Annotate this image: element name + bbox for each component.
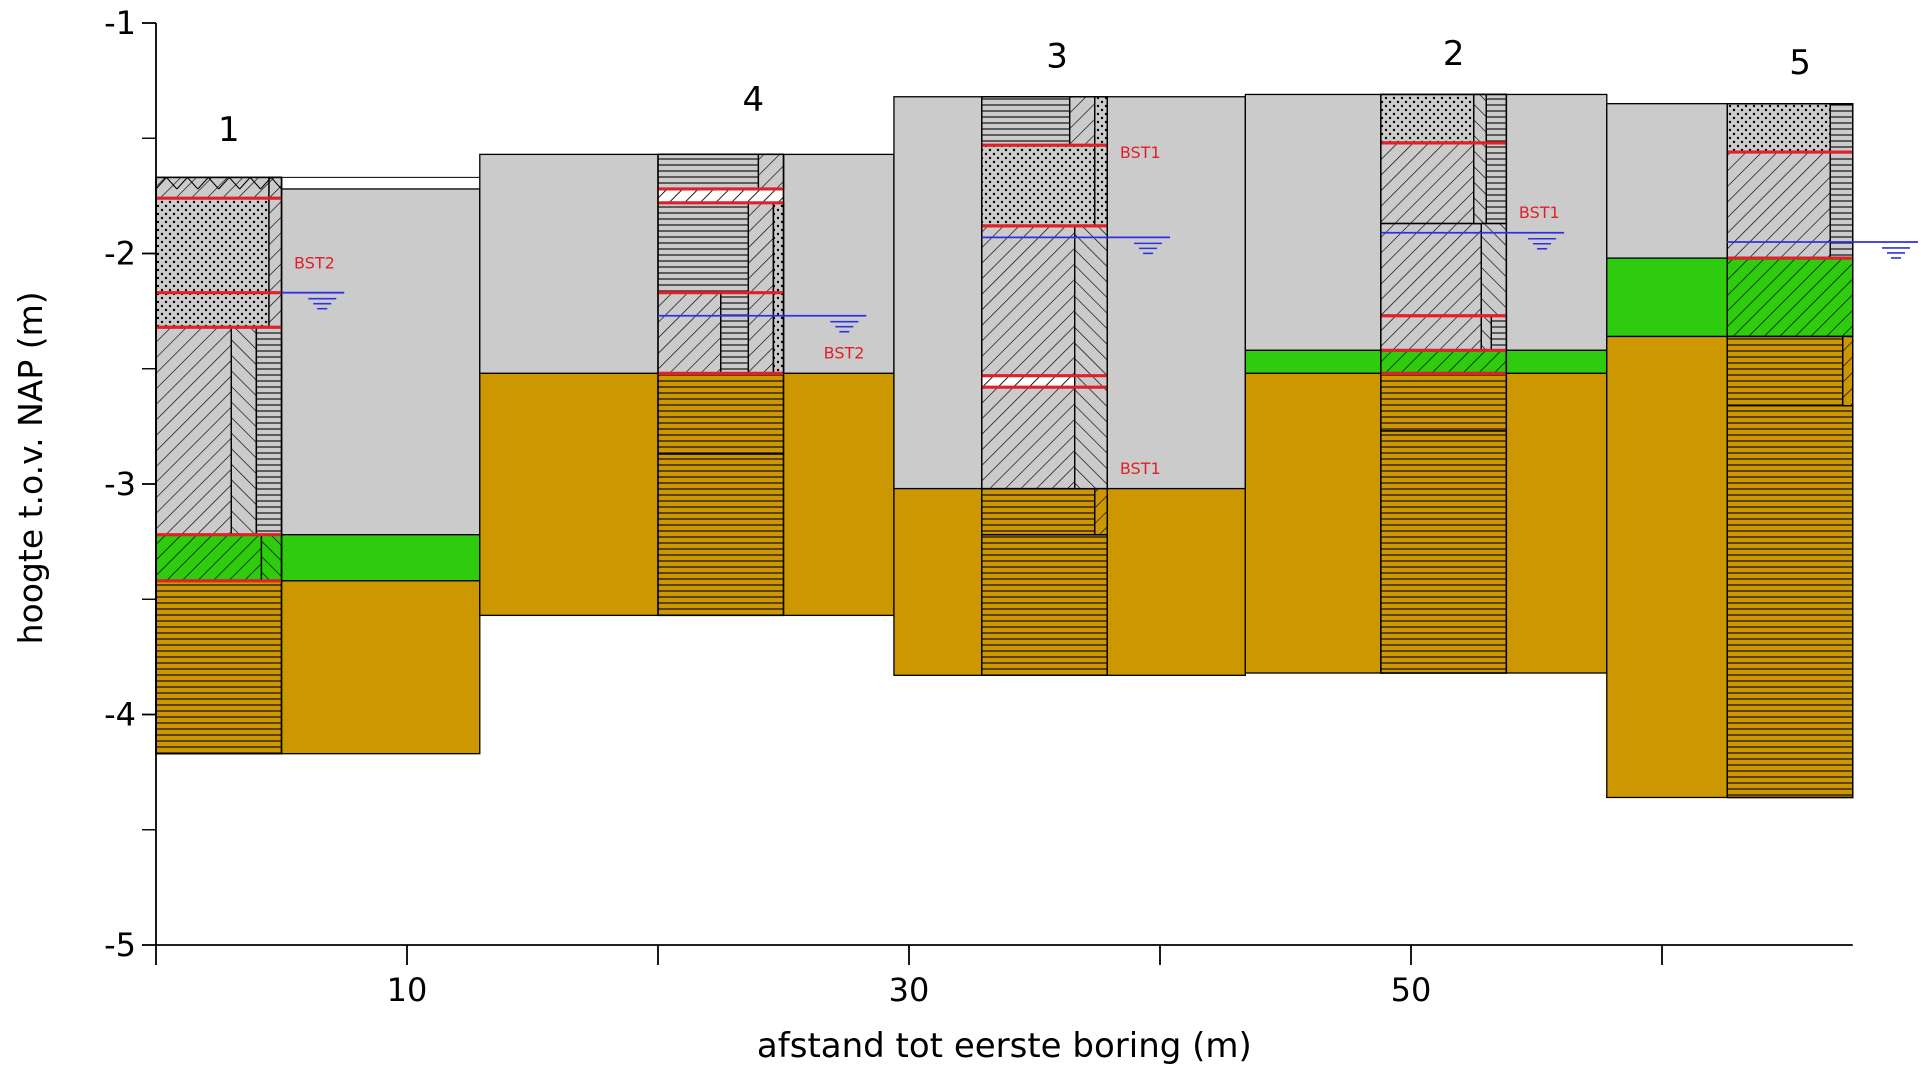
boring-5-layer-4-pattern xyxy=(1726,404,1854,799)
boring-3-layer-1-pattern xyxy=(981,144,1108,227)
boring-5-column-1-pattern xyxy=(1842,335,1854,407)
boring-4-layer-1-red-pattern xyxy=(657,188,785,204)
boring-3-column-3-pattern xyxy=(1094,487,1108,536)
boring-5-outline xyxy=(1726,103,1854,799)
boring-3-annotation-1: BST1 xyxy=(1120,459,1161,478)
boring-1-layer-1-pattern xyxy=(155,197,283,294)
boring-2-layer-5-pattern xyxy=(1380,372,1508,432)
boring-2-outline xyxy=(1380,93,1508,674)
boring-3-outline xyxy=(981,96,1108,676)
boring-4-column-0-pattern xyxy=(757,153,785,190)
boring-5 xyxy=(1726,103,1919,799)
boring-number-2: 2 xyxy=(1443,34,1465,74)
boring-5-water-level xyxy=(1727,241,1919,259)
boring-3-annotation-0: BST1 xyxy=(1120,143,1161,162)
boring-4 xyxy=(657,153,867,617)
boring-4-water-level xyxy=(658,314,867,333)
boring-5-column-0-pattern xyxy=(1829,103,1854,259)
boring-1-column-2-pattern xyxy=(255,326,283,536)
boring-3-water-level xyxy=(981,236,1171,255)
boring-1-column-1-pattern xyxy=(230,326,258,536)
y-tick-label-2: -3 xyxy=(104,465,136,503)
boring-2-layer-4-pattern xyxy=(1380,349,1508,375)
boring-4-layer-5-pattern xyxy=(657,453,785,617)
boring-3-column-0-pattern xyxy=(1068,96,1096,146)
boring-3-column-1-pattern xyxy=(1094,96,1108,227)
boring-5-layer-3-pattern xyxy=(1726,335,1854,407)
boring-3-layer-6-pattern xyxy=(981,534,1108,676)
boring-1 xyxy=(155,176,345,755)
boring-2-column-0-pattern xyxy=(1473,93,1487,225)
boring-2-water-level xyxy=(1380,231,1565,250)
boring-number-4: 4 xyxy=(743,80,765,120)
x-tick-label-3: 30 xyxy=(889,971,930,1009)
boring-1-column-3-pattern xyxy=(260,534,283,582)
boring-1-column-0-pattern xyxy=(268,176,283,328)
boring-4-column-3-pattern xyxy=(720,292,750,375)
labels: 1 BST2 4 BST2 3 BST1 BST1 2 BST1 5 xyxy=(218,34,1811,478)
y-tick-label-1: -2 xyxy=(104,235,136,273)
y-tick-label-4: -5 xyxy=(104,926,136,964)
boring-4-outline xyxy=(657,153,785,617)
boring-3-column-2-pattern xyxy=(1074,225,1108,490)
y-tick-label-0: -1 xyxy=(104,4,136,42)
y-tick-label-3: -4 xyxy=(104,696,136,734)
boring-1-annotation-0: BST2 xyxy=(294,254,335,273)
boring-2-column-3-pattern xyxy=(1490,315,1508,351)
boring-4-column-1-pattern xyxy=(747,202,775,375)
boring-1-layer-5-pattern xyxy=(155,580,283,755)
boring-3-layer-5-pattern xyxy=(981,487,1108,536)
boring-1-water-level xyxy=(281,291,345,310)
boring-1-layer-2-pattern xyxy=(155,292,283,328)
boring-number-1: 1 xyxy=(218,110,240,150)
x-axis-title: afstand tot eerste boring (m) xyxy=(757,1026,1252,1066)
boring-4-annotation-0: BST2 xyxy=(824,344,865,363)
boring-4-column-2-pattern xyxy=(772,202,785,375)
y-axis-title: hoogte t.o.v. NAP (m) xyxy=(11,291,50,644)
x-tick-label-5: 50 xyxy=(1391,971,1432,1009)
x-tick-label-1: 10 xyxy=(387,971,428,1009)
borings xyxy=(155,93,1919,799)
boring-2-annotation-0: BST1 xyxy=(1519,203,1560,222)
boring-number-3: 3 xyxy=(1046,36,1068,76)
boring-number-5: 5 xyxy=(1789,43,1811,83)
boring-2-layer-6-pattern xyxy=(1380,430,1508,674)
boring-4-layer-4-pattern xyxy=(657,372,785,455)
boring-2 xyxy=(1380,93,1565,674)
axes: -1 -2 -3 -4 -5 10 30 50 afstand tot eerste borin… xyxy=(11,4,1853,1066)
boring-3 xyxy=(981,96,1171,676)
boring-5-layer-2-pattern xyxy=(1726,257,1854,338)
boring-1-layer-0-pattern xyxy=(155,176,283,199)
boring-2-column-1-pattern xyxy=(1485,93,1508,225)
